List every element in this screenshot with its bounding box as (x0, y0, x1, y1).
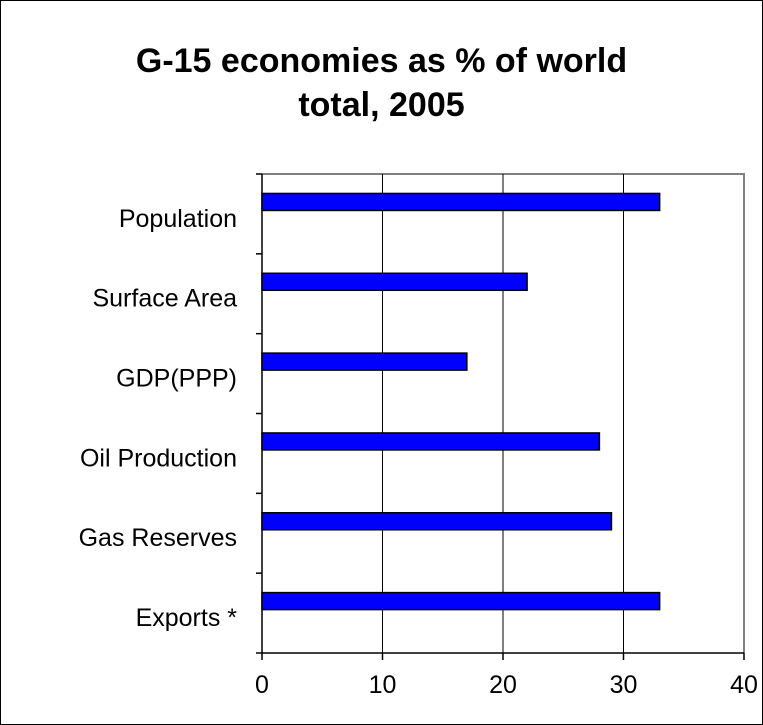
chart-title-line-1: G-15 economies as % of world (135, 42, 628, 80)
category-label-gas-reserves: Gas Reserves (79, 524, 237, 552)
category-label-gdp-ppp: GDP(PPP) (116, 365, 237, 393)
bar-surface-area (261, 272, 528, 292)
bar-population (261, 192, 661, 212)
category-label-exports: Exports * (136, 604, 238, 632)
bar-gas-reserves (261, 512, 613, 531)
bar-gdp-ppp (261, 352, 468, 371)
x-tick-label-40: 40 (730, 671, 758, 699)
x-tick-label-10: 10 (369, 671, 397, 699)
plot-border (262, 173, 745, 653)
x-tick-label-30: 30 (610, 671, 638, 699)
bar-exports (261, 591, 661, 611)
category-label-population: Population (119, 205, 237, 233)
category-label-surface-area: Surface Area (92, 285, 237, 313)
x-tick-label-20: 20 (489, 671, 517, 699)
chart-title: G-15 economies as % of world total, 2005 (1, 39, 762, 127)
category-label-oil-production: Oil Production (80, 444, 237, 472)
x-tick-label-0: 0 (255, 671, 269, 699)
chart-title-line-2: total, 2005 (298, 86, 465, 124)
bar-oil-production (261, 432, 601, 451)
